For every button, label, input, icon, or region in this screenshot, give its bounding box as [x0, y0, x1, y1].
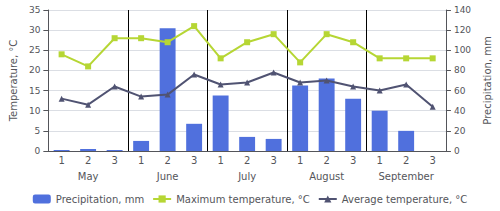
- svg-text:0: 0: [35, 146, 41, 156]
- svg-text:5: 5: [35, 126, 41, 136]
- svg-text:40: 40: [454, 106, 466, 116]
- svg-text:2: 2: [164, 155, 170, 166]
- svg-text:1: 1: [297, 155, 303, 166]
- svg-text:20: 20: [454, 126, 466, 136]
- svg-text:Temperature, °C: Temperature, °C: [8, 40, 19, 123]
- svg-text:3: 3: [191, 155, 197, 166]
- svg-text:1: 1: [58, 155, 64, 166]
- svg-text:1: 1: [217, 155, 223, 166]
- svg-text:30: 30: [29, 25, 41, 35]
- svg-text:June: June: [156, 171, 179, 182]
- svg-text:25: 25: [29, 45, 40, 55]
- svg-text:August: August: [309, 171, 344, 182]
- svg-text:10: 10: [29, 106, 41, 116]
- svg-text:3: 3: [429, 155, 435, 166]
- svg-text:Maximum temperature, °C: Maximum temperature, °C: [176, 194, 310, 205]
- svg-text:May: May: [78, 171, 99, 182]
- svg-text:1: 1: [138, 155, 144, 166]
- svg-text:20: 20: [29, 65, 41, 75]
- svg-text:July: July: [237, 171, 256, 182]
- svg-text:80: 80: [454, 65, 466, 75]
- svg-text:Average temperature, °C: Average temperature, °C: [342, 194, 467, 205]
- svg-text:September: September: [379, 171, 435, 182]
- svg-text:120: 120: [454, 25, 471, 35]
- svg-text:Precipitation, mm: Precipitation, mm: [56, 194, 144, 205]
- svg-text:3: 3: [111, 155, 117, 166]
- svg-text:3: 3: [270, 155, 276, 166]
- svg-text:35: 35: [29, 5, 40, 15]
- svg-text:140: 140: [454, 5, 471, 15]
- svg-text:2: 2: [244, 155, 250, 166]
- svg-text:0: 0: [454, 146, 460, 156]
- svg-text:1: 1: [376, 155, 382, 166]
- svg-text:100: 100: [454, 45, 471, 55]
- svg-text:2: 2: [85, 155, 91, 166]
- svg-text:15: 15: [29, 86, 40, 96]
- svg-text:Precipitation, mm: Precipitation, mm: [482, 36, 493, 124]
- svg-text:3: 3: [350, 155, 356, 166]
- svg-text:2: 2: [403, 155, 409, 166]
- svg-text:60: 60: [454, 86, 466, 96]
- svg-text:2: 2: [323, 155, 329, 166]
